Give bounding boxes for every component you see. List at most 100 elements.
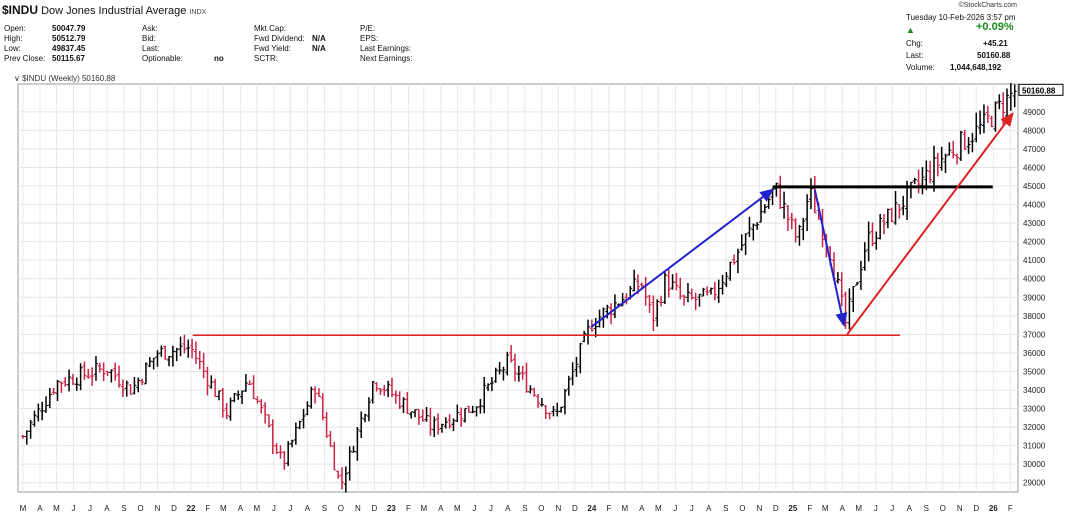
quote-row: Open: 50047.79 (4, 24, 114, 34)
y-tick-label: 41000 (1023, 256, 1046, 265)
y-tick-label: 33000 (1023, 405, 1046, 414)
y-tick-label: 47000 (1023, 145, 1046, 154)
quote-col-4: P/E: EPS: Last Earnings: Next Earnings: (360, 24, 450, 64)
y-tick-label: 43000 (1023, 219, 1046, 228)
x-tick-label: D (773, 504, 779, 513)
quote-value: 50047.79 (52, 24, 86, 33)
x-tick-label: A (305, 504, 311, 513)
x-tick-label: J (690, 504, 694, 513)
x-tick-label: F (206, 504, 211, 513)
quote-row: P/E: (360, 24, 450, 34)
x-tick-label: M (655, 504, 662, 513)
x-tick-label: M (53, 504, 60, 513)
x-tick-label: 25 (788, 504, 797, 513)
x-tick-label: 26 (989, 504, 998, 513)
quote-label: High: (4, 34, 23, 43)
x-tick-label: J (288, 504, 292, 513)
quote-row: Next Earnings: (360, 54, 450, 64)
quote-value: no (214, 54, 224, 63)
quote-row: Mkt Cap: (254, 24, 334, 34)
x-tick-label: A (37, 504, 43, 513)
quote-label: Ask: (142, 24, 158, 33)
x-tick-label: M (855, 504, 862, 513)
x-tick-label: 22 (187, 504, 196, 513)
x-tick-label: O (137, 504, 143, 513)
quote-row: Bid: (142, 34, 232, 44)
quote-col-3: Mkt Cap: Fwd Dividend: N/A Fwd Yield: N/A SCT… (254, 24, 334, 64)
last-value: 50160.88 (977, 51, 1011, 60)
quote-value: 50512.79 (52, 34, 86, 43)
change-arrow-icon: ▲ (906, 25, 915, 35)
x-tick-label: F (1008, 504, 1013, 513)
y-tick-label: 44000 (1023, 201, 1046, 210)
quote-label: Open: (4, 24, 26, 33)
x-tick-label: J (272, 504, 276, 513)
x-tick-label: N (756, 504, 762, 513)
index-name: Dow Jones Industrial Average (41, 5, 187, 17)
x-tick-label: 23 (387, 504, 396, 513)
x-tick-label: N (155, 504, 161, 513)
quote-row: Low: 49837.45 (4, 44, 114, 54)
x-tick-label: J (874, 504, 878, 513)
chart-title: $INDU Dow Jones Industrial Average INDX (2, 3, 206, 17)
quote-label: P/E: (360, 24, 376, 33)
x-tick-label: A (706, 504, 712, 513)
quote-row: SCTR: (254, 54, 334, 64)
quote-row: Last Earnings: (360, 44, 450, 54)
x-tick-label: F (807, 504, 812, 513)
y-tick-label: 40000 (1023, 275, 1046, 284)
x-tick-label: J (472, 504, 476, 513)
last-label: Last: (906, 51, 924, 60)
legend-marker-icon: ∨ (14, 74, 20, 83)
x-tick-label: F (406, 504, 411, 513)
x-tick-label: S (924, 504, 929, 513)
stockcharts-logo: ©StockCharts.com (958, 2, 1017, 9)
quote-row: Optionable: no (142, 54, 232, 64)
quote-label: Fwd Yield: (254, 44, 291, 53)
quote-label: Low: (4, 44, 21, 53)
quote-value: N/A (312, 44, 326, 53)
quote-row: High: 50512.79 (4, 34, 114, 44)
x-tick-label: A (438, 504, 444, 513)
symbol: $INDU (2, 3, 39, 17)
quote-row: Fwd Dividend: N/A (254, 34, 334, 44)
x-tick-label: S (522, 504, 527, 513)
volume-label: Volume: (906, 63, 935, 72)
x-tick-label: M (621, 504, 628, 513)
y-tick-label: 38000 (1023, 312, 1046, 321)
x-tick-label: M (454, 504, 461, 513)
x-tick-label: M (20, 504, 27, 513)
last-price-tag (1018, 83, 1064, 96)
x-tick-label: N (355, 504, 361, 513)
quote-value: N/A (312, 34, 326, 43)
y-tick-label: 39000 (1023, 293, 1046, 302)
quote-label: Optionable: (142, 54, 183, 63)
x-tick-label: O (739, 504, 745, 513)
y-tick-label: 42000 (1023, 238, 1046, 247)
y-tick-label: 34000 (1023, 386, 1046, 395)
y-tick-label: 48000 (1023, 126, 1046, 135)
quote-label: Bid: (142, 34, 156, 43)
x-tick-label: M (822, 504, 829, 513)
chg-label: Chg: (906, 39, 923, 48)
x-tick-label: J (71, 504, 75, 513)
y-tick-label: 31000 (1023, 442, 1046, 451)
quote-col-1: Open: 50047.79 High: 50512.79 Low: 49837.45 Pr… (4, 24, 114, 64)
x-tick-label: O (338, 504, 344, 513)
x-tick-label: S (723, 504, 728, 513)
quote-label: Next Earnings: (360, 54, 413, 63)
quote-label: Mkt Cap: (254, 24, 287, 33)
legend-text: $INDU (Weekly) 50160.88 (22, 74, 116, 83)
exchange-label: INDX (189, 9, 207, 16)
x-tick-label: D (372, 504, 378, 513)
x-tick-label: M (420, 504, 427, 513)
plot-frame (17, 83, 1019, 493)
x-tick-label: J (890, 504, 894, 513)
y-tick-label: 35000 (1023, 367, 1046, 376)
x-tick-label: A (104, 504, 110, 513)
quote-label: Fwd Dividend: (254, 34, 305, 43)
quote-row: Ask: (142, 24, 232, 34)
y-tick-label: 36000 (1023, 349, 1046, 358)
x-tick-label: A (238, 504, 244, 513)
y-tick-label: 30000 (1023, 460, 1046, 469)
